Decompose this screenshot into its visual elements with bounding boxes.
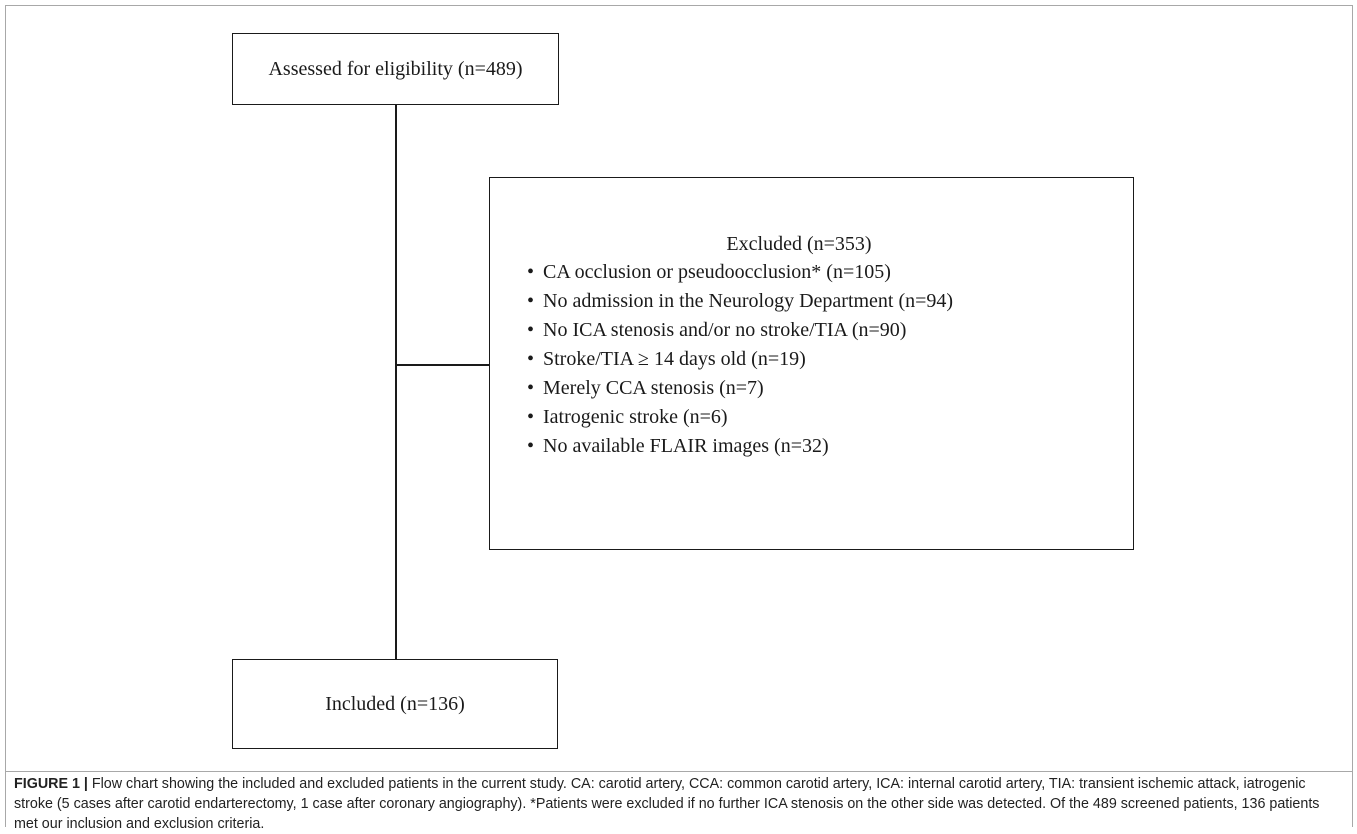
bullet-icon: • bbox=[527, 435, 535, 457]
bullet-icon: • bbox=[527, 377, 535, 399]
list-item: • Stroke/TIA ≥ 14 days old (n=19) bbox=[527, 345, 1133, 374]
flow-connector-vertical bbox=[395, 105, 397, 659]
list-item: • No ICA stenosis and/or no stroke/TIA (n… bbox=[527, 316, 1133, 345]
bullet-icon: • bbox=[527, 261, 535, 283]
exclusion-reason: CA occlusion or pseudoocclusion* (n=105) bbox=[543, 261, 891, 283]
bullet-icon: • bbox=[527, 290, 535, 312]
figure-frame bbox=[5, 5, 1353, 827]
excluded-box: Excluded (n=353) • CA occlusion or pseudo… bbox=[489, 177, 1134, 550]
exclusion-reason: No ICA stenosis and/or no stroke/TIA (n=… bbox=[543, 319, 907, 341]
figure-label: FIGURE 1 | bbox=[14, 776, 88, 792]
exclusion-reason: Merely CCA stenosis (n=7) bbox=[543, 377, 764, 399]
caption-text: Flow chart showing the included and excl… bbox=[14, 776, 1320, 832]
exclusion-reason: No admission in the Neurology Department… bbox=[543, 290, 954, 312]
excluded-title: Excluded (n=353) bbox=[726, 233, 872, 255]
included-label: Included (n=136) bbox=[325, 692, 465, 715]
list-item: • Iatrogenic stroke (n=6) bbox=[527, 403, 1133, 432]
list-item: • No admission in the Neurology Departmen… bbox=[527, 287, 1133, 316]
list-item: • Merely CCA stenosis (n=7) bbox=[527, 374, 1133, 403]
figure-caption: FIGURE 1 | Flow chart showing the includ… bbox=[14, 774, 1344, 834]
bullet-icon: • bbox=[527, 406, 535, 428]
exclusion-reason: Stroke/TIA ≥ 14 days old (n=19) bbox=[543, 348, 806, 370]
list-item: • No available FLAIR images (n=32) bbox=[527, 432, 1133, 461]
bullet-icon: • bbox=[527, 348, 535, 370]
exclusion-reason: Iatrogenic stroke (n=6) bbox=[543, 406, 728, 428]
assessed-box: Assessed for eligibility (n=489) bbox=[232, 33, 559, 105]
assessed-label: Assessed for eligibility (n=489) bbox=[268, 57, 523, 80]
list-item: • CA occlusion or pseudoocclusion* (n=105… bbox=[527, 258, 1133, 287]
included-box: Included (n=136) bbox=[232, 659, 558, 749]
excluded-reasons-list: • CA occlusion or pseudoocclusion* (n=105… bbox=[490, 258, 1133, 461]
bullet-icon: • bbox=[527, 319, 535, 341]
exclusion-reason: No available FLAIR images (n=32) bbox=[543, 435, 829, 457]
caption-divider bbox=[5, 771, 1353, 772]
flow-connector-branch bbox=[395, 364, 489, 366]
